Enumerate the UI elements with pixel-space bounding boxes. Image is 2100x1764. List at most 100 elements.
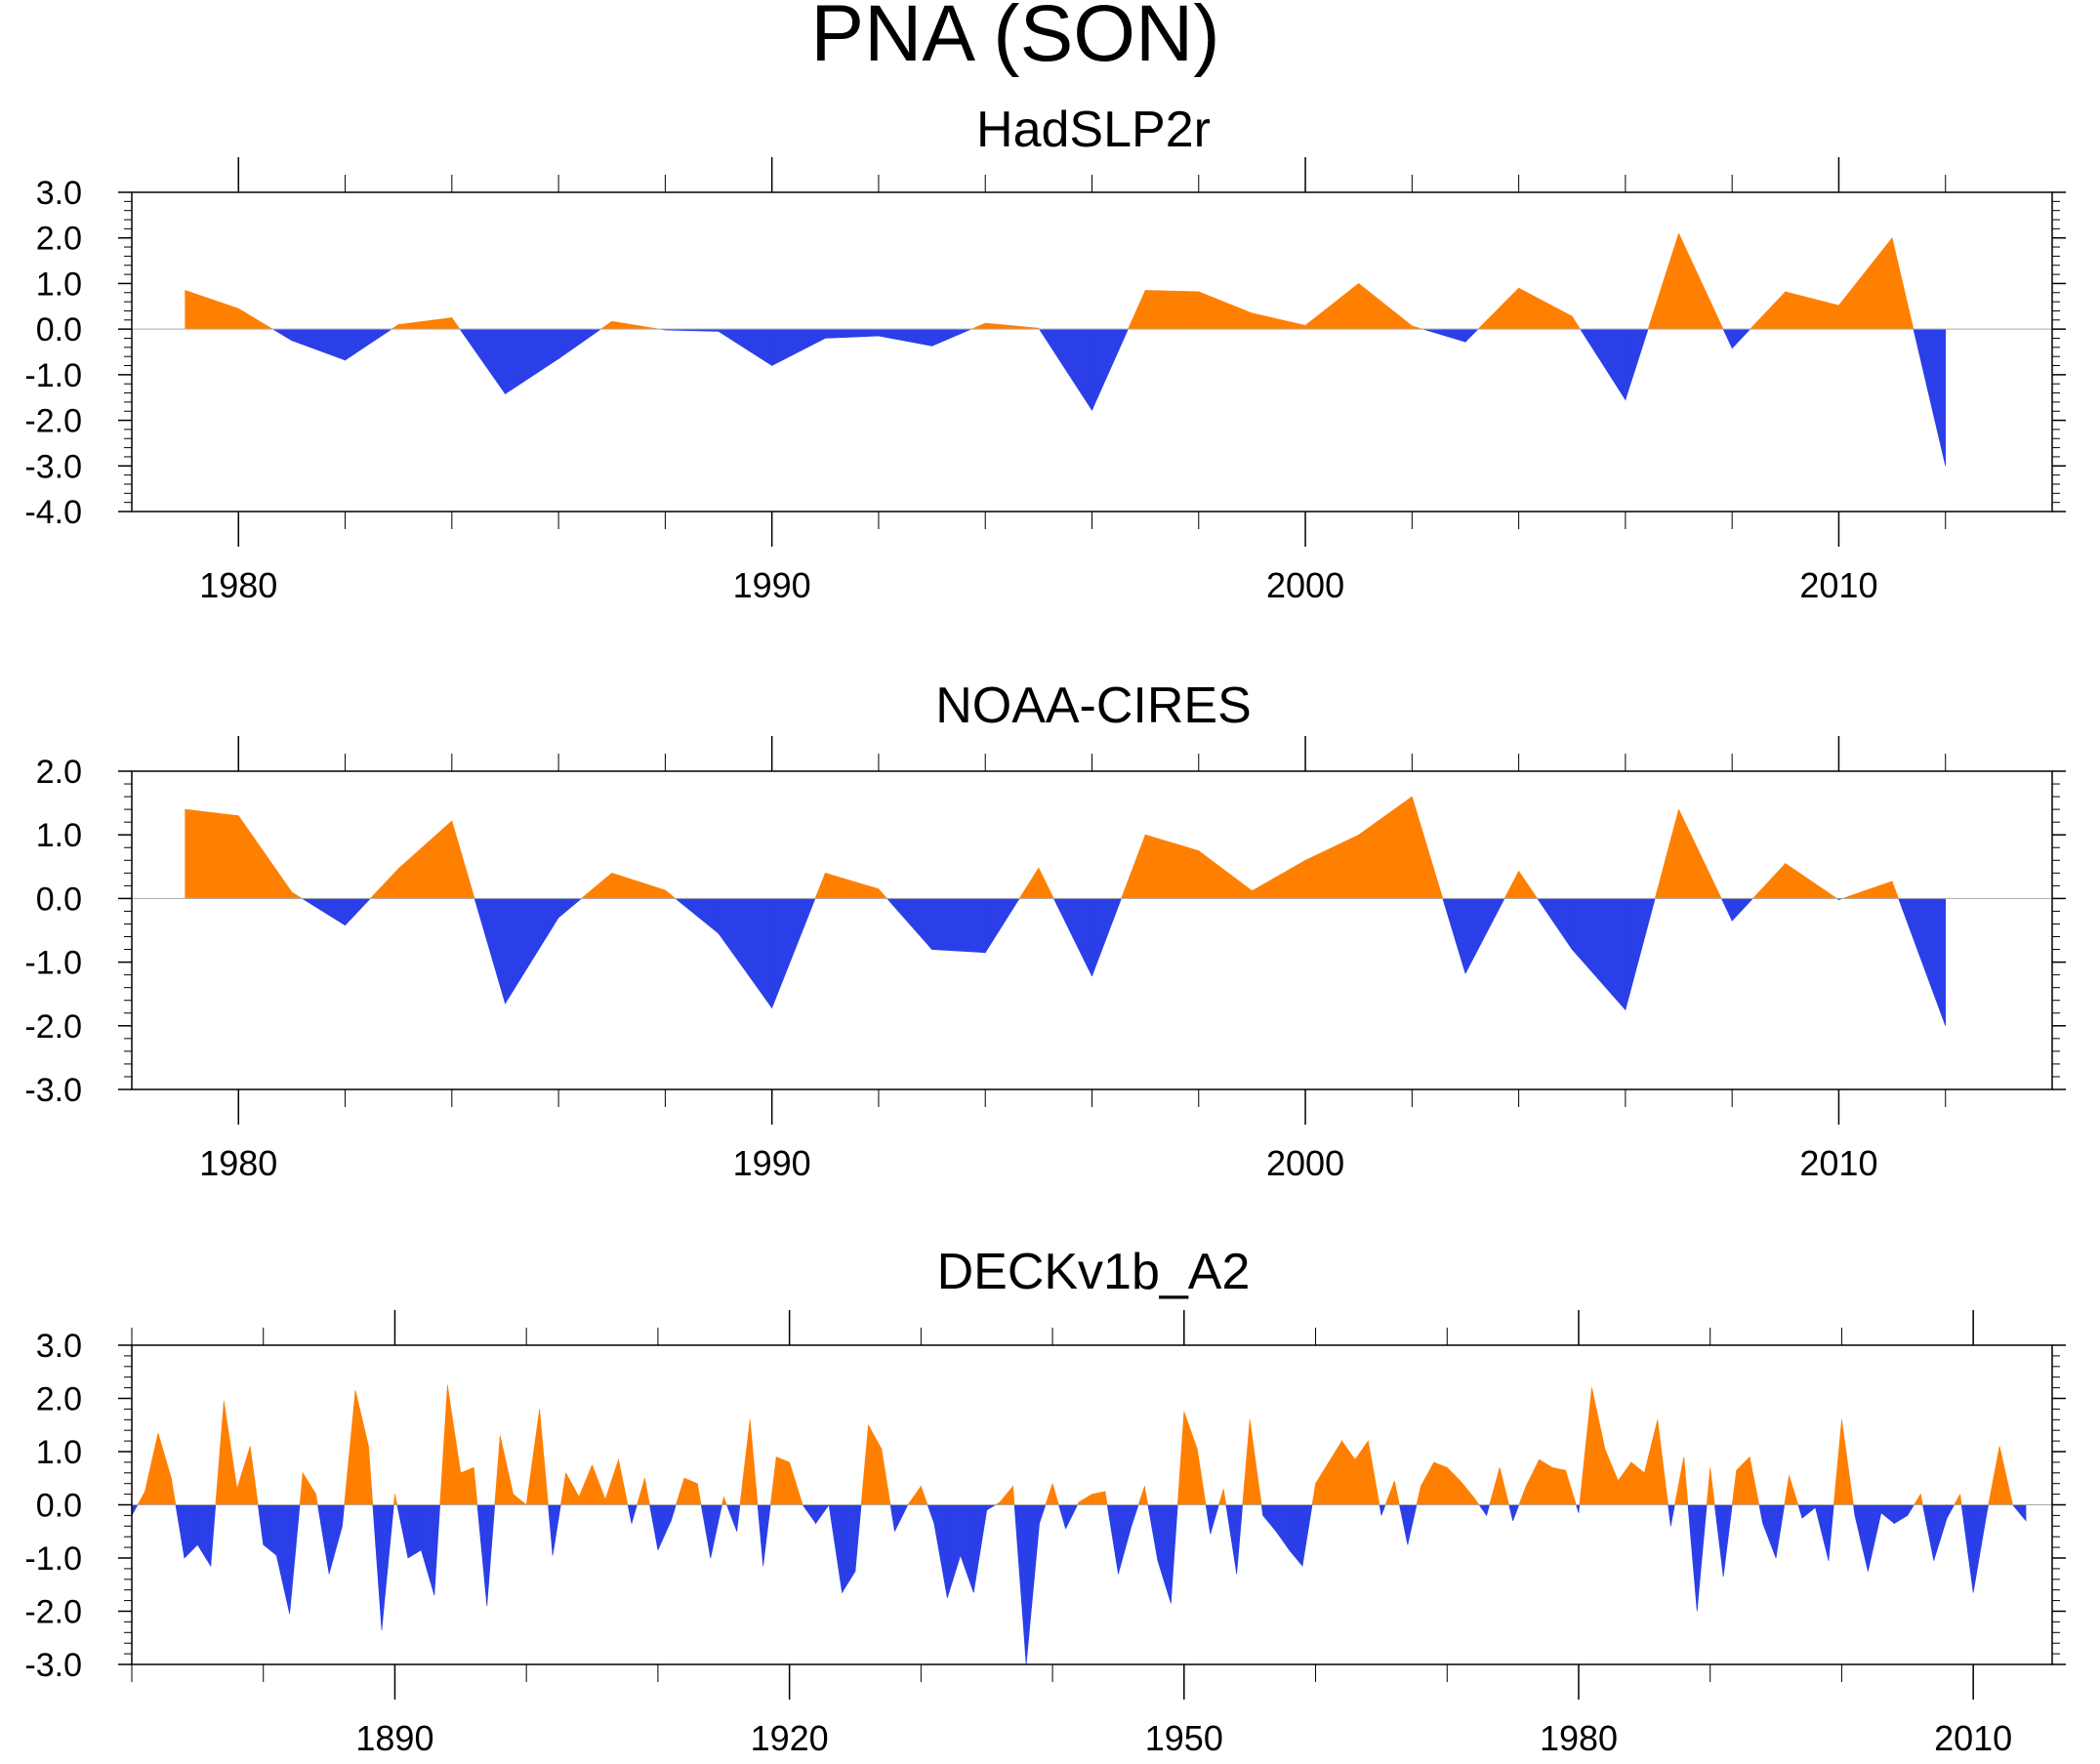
deckv1b-a2-area-positive-1966-0 <box>1394 1480 1400 1505</box>
deckv1b-a2-area-negative-1925-0 <box>854 1504 862 1572</box>
hadslp2r-area-negative-1984-1 <box>459 328 506 395</box>
hadslp2r-area-positive-1987-0 <box>611 320 660 330</box>
deckv1b-a2-area-positive-1870-1 <box>137 1491 145 1505</box>
hadslp2r-xtick-label: 1990 <box>733 565 811 605</box>
deckv1b-a2-area-positive-1979-0 <box>1565 1469 1577 1505</box>
panel-title-noaa-cires: NOAA-CIRES <box>935 677 1252 734</box>
deckv1b-a2-area-negative-1935-0 <box>986 1504 997 1511</box>
noaa-cires-xtick-label: 2010 <box>1799 1143 1877 1183</box>
noaa-cires-area-positive-2000-0 <box>1304 834 1359 899</box>
deckv1b-a2-area-negative-1988-1 <box>1687 1504 1698 1612</box>
deckv1b-a2-area-negative-1995-0 <box>1775 1504 1786 1559</box>
hadslp2r-area-negative-1981-0 <box>291 328 346 361</box>
deckv1b-a2-area-positive-1900-0 <box>525 1409 540 1505</box>
hadslp2r-area-positive-2010-0 <box>1838 236 1893 330</box>
hadslp2r-area-positive-1999-0 <box>1252 312 1306 330</box>
deckv1b-a2-area-positive-1926-0 <box>868 1424 883 1505</box>
deckv1b-a2-area-negative-1952-0 <box>1210 1504 1219 1535</box>
deckv1b-a2-area-positive-1942-0 <box>1078 1494 1092 1505</box>
deckv1b-a2-area-negative-1979-1 <box>1576 1504 1580 1513</box>
deckv1b-a2-area-negative-1886-0 <box>342 1504 346 1527</box>
deckv1b-a2-ytick-label: -2.0 <box>24 1594 82 1631</box>
deckv1b-a2-area-positive-1919-0 <box>775 1456 790 1505</box>
hadslp2r-area-negative-2006-0 <box>1625 328 1649 400</box>
noaa-cires-area-positive-1995-0 <box>1038 867 1054 899</box>
deckv1b-a2-area-positive-1973-1 <box>1489 1467 1501 1505</box>
deckv1b-a2-area-negative-2005-0 <box>1907 1504 1915 1517</box>
noaa-cires-area-negative-2006-0 <box>1625 898 1656 1010</box>
deckv1b-a2-area-negative-1997-0 <box>1801 1504 1816 1519</box>
deckv1b-a2-area-positive-1970-0 <box>1446 1466 1462 1505</box>
deckv1b-a2-area-positive-1954-1 <box>1242 1419 1251 1505</box>
hadslp2r-ytick-label: 3.0 <box>36 175 82 212</box>
noaa-cires-area-positive-1983-0 <box>397 820 453 899</box>
deckv1b-a2-area-positive-1992-0 <box>1736 1456 1750 1505</box>
noaa-cires-area-positive-1986-1 <box>580 872 613 899</box>
hadslp2r-area-positive-2006-1 <box>1647 232 1679 330</box>
deckv1b-a2-area-negative-1928-0 <box>894 1504 909 1532</box>
deckv1b-a2-area-negative-1922-0 <box>815 1504 830 1525</box>
deckv1b-a2-area-positive-1939-1 <box>1045 1483 1053 1505</box>
noaa-cires-area-positive-1996-1 <box>1121 835 1146 899</box>
deckv1b-a2-area-negative-1937-1 <box>1013 1504 1027 1665</box>
deckv1b-a2-area-positive-2011-1 <box>1988 1446 2000 1505</box>
deckv1b-a2-area-negative-1948-0 <box>1157 1504 1172 1604</box>
deckv1b-a2-area-positive-1947-0 <box>1144 1486 1149 1505</box>
deckv1b-a2-area-negative-1951-1 <box>1205 1504 1212 1535</box>
deckv1b-a2-area-positive-1886-1 <box>344 1390 356 1505</box>
deckv1b-a2-area-positive-2000-0 <box>1841 1419 1854 1505</box>
deckv1b-a2-area-positive-1899-0 <box>513 1493 528 1505</box>
deckv1b-a2-ytick-label: 0.0 <box>36 1488 82 1525</box>
noaa-cires-area-negative-1993-0 <box>931 898 986 954</box>
deckv1b-a2-area-negative-2001-0 <box>1854 1504 1869 1572</box>
deckv1b-a2-area-negative-1889-0 <box>381 1504 394 1630</box>
deckv1b-a2-area-positive-1951-0 <box>1196 1449 1207 1505</box>
deckv1b-a2-area-negative-1901-1 <box>548 1504 554 1556</box>
deckv1b-a2-area-positive-1925-1 <box>860 1424 869 1505</box>
hadslp2r-area-positive-1982-1 <box>391 323 399 330</box>
noaa-cires-area-positive-1982-1 <box>369 868 399 899</box>
deckv1b-a2-area-positive-1908-1 <box>637 1478 645 1505</box>
hadslp2r-ytick-label: 2.0 <box>36 221 82 258</box>
noaa-cires-ytick-label: 1.0 <box>36 817 82 854</box>
deckv1b-a2-area-negative-1909-1 <box>649 1504 659 1550</box>
hadslp2r-ytick-label: -2.0 <box>24 403 82 440</box>
deckv1b-a2-area-positive-1930-0 <box>921 1486 928 1505</box>
deckv1b-a2-area-positive-1917-0 <box>749 1419 759 1505</box>
hadslp2r-area-negative-2011-1 <box>1913 328 1947 467</box>
deckv1b-a2-area-positive-2012-0 <box>1998 1446 2013 1505</box>
deckv1b-a2-area-negative-1987-0 <box>1669 1504 1675 1527</box>
deckv1b-a2-area-positive-1937-0 <box>1012 1486 1015 1505</box>
noaa-cires-area-negative-1992-1 <box>885 898 932 951</box>
deckv1b-a2-area-positive-1991-1 <box>1731 1470 1737 1505</box>
deckv1b-a2-area-positive-1888-0 <box>368 1446 374 1505</box>
hadslp2r-area-negative-1991-0 <box>825 328 880 339</box>
noaa-cires-area-positive-2011-0 <box>1891 881 1900 899</box>
deckv1b-a2-area-positive-1912-0 <box>683 1477 698 1505</box>
deckv1b-a2-ytick-label: -1.0 <box>24 1540 82 1578</box>
deckv1b-a2-area-negative-1911-0 <box>671 1504 677 1521</box>
hadslp2r-ytick-label: 1.0 <box>36 266 82 303</box>
hadslp2r-area-negative-2003-0 <box>1464 328 1479 343</box>
deckv1b-a2-area-positive-1959-1 <box>1311 1483 1316 1505</box>
noaa-cires-area-positive-1981-0 <box>291 891 304 899</box>
deckv1b-a2-area-positive-1996-0 <box>1789 1475 1799 1505</box>
hadslp2r-area-positive-1984-0 <box>451 316 461 330</box>
deckv1b-a2-area-negative-1915-1 <box>725 1504 738 1532</box>
deckv1b-a2-area-positive-1902-1 <box>560 1472 566 1505</box>
deckv1b-a2-area-negative-1993-1 <box>1758 1504 1763 1524</box>
hadslp2r-area-negative-2005-1 <box>1580 328 1626 401</box>
deckv1b-a2-area-negative-1917-1 <box>757 1504 763 1567</box>
deckv1b-a2-area-positive-1967-1 <box>1416 1486 1421 1505</box>
deckv1b-a2-area-negative-1910-0 <box>657 1504 672 1550</box>
noaa-cires-area-positive-1999-0 <box>1252 859 1306 899</box>
hadslp2r-ytick-label: -4.0 <box>24 494 82 531</box>
deckv1b-a2-area-positive-1944-0 <box>1104 1491 1108 1505</box>
deckv1b-a2-area-positive-1915-0 <box>722 1497 727 1505</box>
deckv1b-a2-area-negative-1967-0 <box>1407 1504 1418 1545</box>
deckv1b-a2-area-negative-1923-0 <box>828 1504 843 1593</box>
deckv1b-a2-area-positive-1918-1 <box>769 1456 777 1505</box>
deckv1b-a2-area-positive-1876-1 <box>215 1401 225 1505</box>
deckv1b-a2-area-positive-1987-1 <box>1674 1456 1685 1505</box>
noaa-cires-area-negative-1984-1 <box>474 898 506 1005</box>
